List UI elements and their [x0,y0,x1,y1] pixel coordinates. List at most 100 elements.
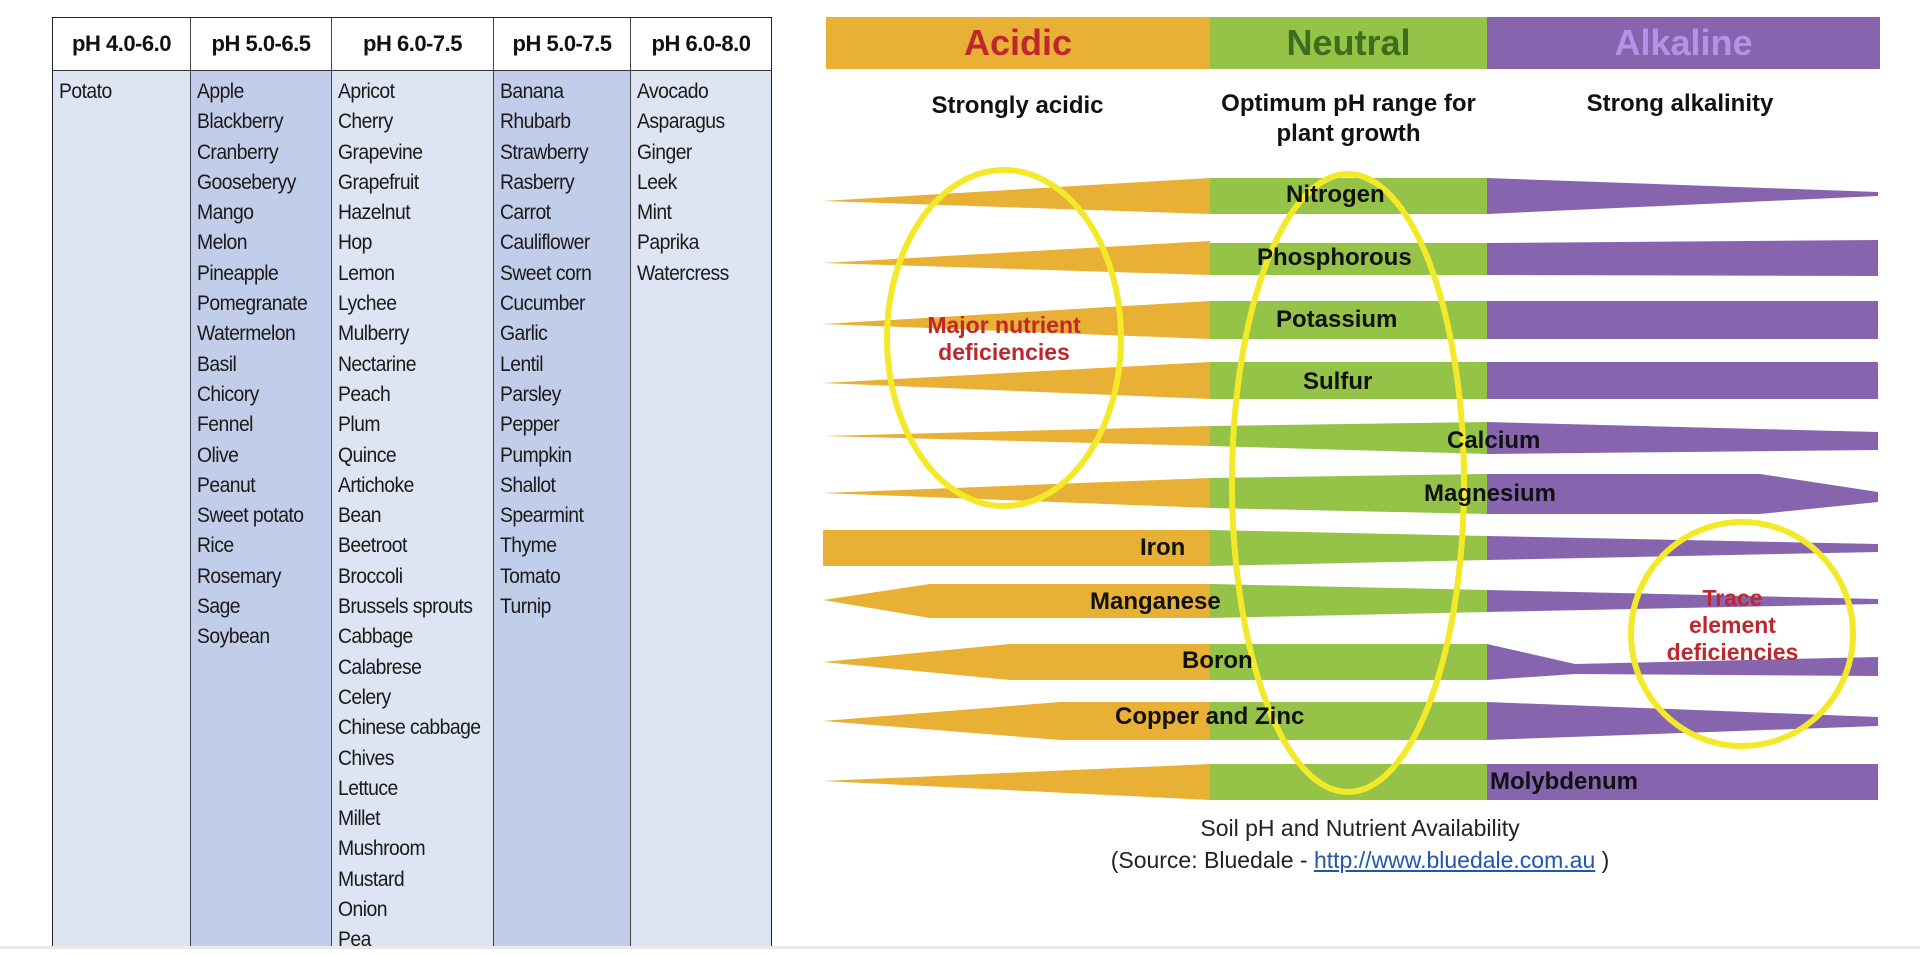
diagram-graphics [823,17,1880,800]
crop-item: Turnip [500,594,551,619]
diagram-caption: Soil pH and Nutrient Availability (Sourc… [1000,812,1720,876]
subhead-neutral: Optimum pH range for plant growth [1221,90,1476,147]
crop-item: Nectarine [338,351,417,376]
crop-item: Millet [338,806,380,831]
crop-item: Mango [197,200,254,225]
column-body: Apricot Cherry Grapevine Grapefruit Hazelnut… [332,71,493,951]
crop-item: Rice [197,533,234,558]
manganese-band-acidic [823,584,1210,618]
source-link[interactable]: http://www.bluedale.com.au [1313,847,1596,873]
potassium-band-acidic [823,301,1210,339]
nutrient-label: Sulfur [1303,368,1373,395]
iron-band-neutral [1210,530,1487,566]
crop-item: Pea [338,927,371,952]
crop-item: Calabrese [338,654,422,679]
column-header: pH 6.0-7.5 [332,18,493,71]
crop-ph-table: pH 4.0-6.0 Potato pH 5.0-6.5 Apple Blackb… [52,17,772,951]
iron-band-acidic [823,530,1210,566]
sulfur-band-alkaline [1487,362,1878,399]
molybdenum-band-neutral [1210,764,1487,800]
crop-item: Tomato [500,563,561,588]
crop-item: Fennel [197,412,253,437]
nutrient-label: Phosphorous [1257,244,1412,271]
nutrient-label: Iron [1140,534,1186,561]
crop-item: Avocado [637,79,709,103]
molybdenum-band-alkaline [1487,764,1878,800]
major-deficiency-circle [884,167,1124,509]
magnesium-band-acidic [823,478,1210,508]
crop-item: Banana [500,79,564,103]
trace-deficiency-circle [1628,519,1856,749]
copper-zinc-band-acidic [823,702,1210,740]
nitrogen-band-neutral [1210,178,1487,214]
crop-item: Onion [338,897,387,922]
crop-list: Potato [59,76,190,106]
table-column: pH 5.0-6.5 Apple Blackberry Cranberry Goose… [191,18,332,948]
potassium-band-alkaline [1487,301,1878,339]
neutral-zone-bar [1210,17,1487,69]
crop-item: Strawberry [500,139,589,164]
crop-item: Chives [338,745,394,770]
crop-item: Quince [338,442,397,467]
calcium-band-neutral [1210,422,1487,454]
crop-item: Artichoke [338,472,414,497]
nutrient-label: Boron [1182,647,1253,674]
nutrient-label: Potassium [1276,306,1398,333]
caption-title: Soil pH and Nutrient Availability [1200,815,1520,841]
molybdenum-band-acidic [823,764,1210,800]
column-header: pH 5.0-6.5 [191,18,331,71]
subhead-acidic: Strongly acidic [931,92,1104,119]
crop-item: Rosemary [197,563,281,588]
crop-list: Banana Rhubarb Strawberry Rasberry Carrot Cau… [500,76,630,621]
crop-item: Gooseberyy [197,169,296,194]
column-body: Banana Rhubarb Strawberry Rasberry Carrot Cau… [494,71,630,948]
crop-item: Pepper [500,412,560,437]
sulfur-band-acidic [823,362,1210,399]
zone-title-neutral: Neutral [1286,22,1411,63]
crop-item: Soybean [197,624,270,649]
nutrient-label: Manganese [1090,588,1221,615]
crop-item: Grapevine [338,139,423,164]
crop-item: Cranberry [197,139,279,164]
crop-item: Sage [197,594,241,619]
crop-item: Sweet potato [197,503,304,528]
table-column: pH 6.0-8.0 Avocado Asparagus Ginger Leek Min… [631,18,771,948]
crop-item: Sweet corn [500,260,592,285]
phosphorous-band-alkaline [1487,240,1878,276]
crop-item: Lentil [500,351,544,376]
crop-item: Cucumber [500,291,585,316]
crop-list: Avocado Asparagus Ginger Leek Mint Paprika Wat… [637,76,771,288]
crop-item: Rasberry [500,169,575,194]
crop-item: Watermelon [197,321,296,346]
calcium-band-acidic [823,426,1210,446]
crop-item: Broccoli [338,563,403,588]
table-column: pH 5.0-7.5 Banana Rhubarb Strawberry Rasber… [494,18,631,948]
source-prefix: (Source: Bluedale - [1110,847,1314,873]
crop-item: Watercress [637,260,729,285]
trace-deficiency-callout: Trace element deficiencies [1666,585,1799,665]
crop-item: Paprika [637,230,699,255]
crop-list: Apricot Cherry Grapevine Grapefruit Hazelnut… [338,76,493,955]
crop-item: Basil [197,351,237,376]
column-header: pH 4.0-6.0 [53,18,190,71]
crop-item: Chicory [197,381,259,406]
iron-band-alkaline [1487,536,1878,560]
copper-zinc-band-alkaline [1487,702,1878,740]
nutrient-label: Copper and Zinc [1115,703,1305,730]
manganese-band-alkaline [1487,590,1878,612]
subhead-alkaline: Strong alkalinity [1586,90,1774,117]
magnesium-band-alkaline [1487,474,1878,514]
page-bottom-edge [0,946,1920,949]
crop-item: Blackberry [197,109,284,134]
crop-item: Rhubarb [500,109,571,134]
crop-item: Grapefruit [338,169,419,194]
crop-item: Cabbage [338,624,413,649]
crop-item: Peanut [197,472,256,497]
calcium-band-alkaline [1487,422,1878,454]
zone-title-acidic: Acidic [963,22,1073,63]
crop-item: Ginger [637,139,692,164]
crop-item: Potato [59,79,112,103]
crop-item: Pomegranate [197,291,308,316]
boron-band-acidic [823,644,1210,680]
column-header: pH 6.0-8.0 [631,18,771,71]
